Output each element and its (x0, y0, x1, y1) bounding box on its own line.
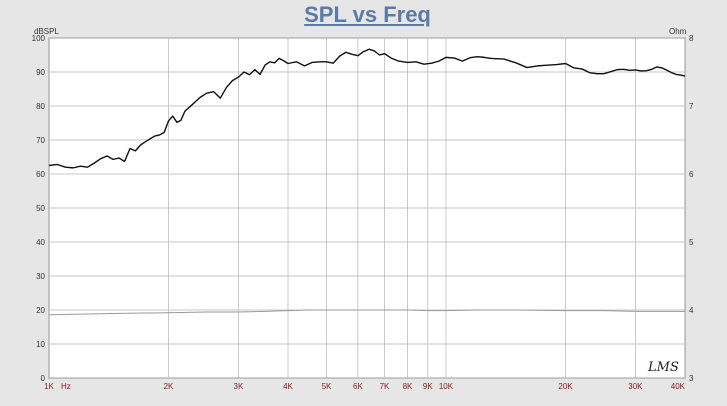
y-left-tick-label: 40 (36, 238, 45, 247)
y-left-tick-label: 60 (36, 170, 45, 179)
y-right-tick-label: 7 (689, 102, 694, 111)
x-tick-label: 20K (558, 382, 573, 391)
chart-title: SPL vs Freq (304, 2, 431, 27)
y-right-tick-label: 8 (689, 34, 694, 43)
lms-watermark: LMS (647, 360, 679, 375)
y-left-tick-label: 100 (32, 34, 46, 43)
y-left-axis-label: dBSPL (34, 27, 59, 36)
grid-lines (48, 37, 686, 379)
x-tick-label: 10K (439, 382, 454, 391)
y-left-tick-label: 10 (36, 340, 45, 349)
y-left-tick-label: 70 (36, 136, 45, 145)
y-right-tick-label: 6 (689, 170, 694, 179)
x-tick-label: 8K (403, 382, 413, 391)
x-tick-label: 5K (322, 382, 332, 391)
y-right-tick-label: 4 (689, 306, 694, 315)
x-tick-label: 7K (380, 382, 390, 391)
x-tick-label: 30K (628, 382, 643, 391)
y-right-tick-label: 5 (689, 238, 694, 247)
x-tick-label: 3K (234, 382, 244, 391)
y-left-tick-label: 90 (36, 68, 45, 77)
y-left-tick-label: 20 (36, 306, 45, 315)
y-right-tick-label: 3 (689, 374, 694, 383)
y-right-axis-label: Ohm (669, 27, 687, 36)
y-left-tick-label: 50 (36, 204, 45, 213)
x-tick-label: 4K (283, 382, 293, 391)
x-axis-unit-label: Hz (61, 382, 71, 391)
y-left-tick-label: 80 (36, 102, 45, 111)
axis-tick-labels: 0 10 20 30 40 50 60 70 80 90 100 3 4 5 6 7 8 1K 2K 3K 4K 5K 6K… (32, 34, 694, 391)
x-tick-label: 2K (164, 382, 174, 391)
y-left-tick-label: 30 (36, 272, 45, 281)
x-tick-label: 40K (671, 382, 686, 391)
impedance-series-line (48, 309, 685, 316)
series-lines (48, 48, 686, 316)
x-tick-label: 1K (44, 382, 54, 391)
x-tick-label: 6K (353, 382, 363, 391)
spl-series-line (48, 48, 686, 169)
x-tick-label: 9K (423, 382, 433, 391)
y-left-tick-label: 0 (41, 374, 46, 383)
